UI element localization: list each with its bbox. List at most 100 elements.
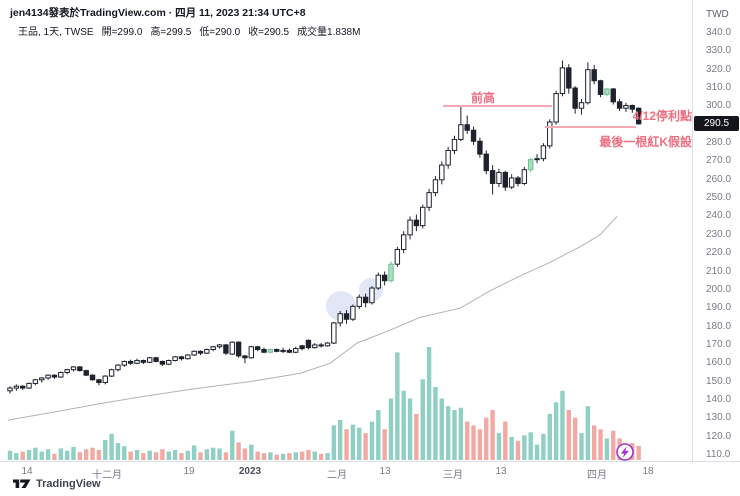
symbol-name: 王品, 1天, TWSE	[18, 27, 94, 38]
volume-bar	[261, 453, 267, 460]
volume-bar	[249, 444, 254, 460]
price-tick-label: 210.0	[706, 266, 732, 277]
volume-bar	[338, 420, 343, 460]
annotation-level-line-2[interactable]	[545, 126, 636, 128]
volume-bar	[191, 445, 197, 460]
volume-bar	[426, 347, 432, 460]
volume-bar	[553, 402, 559, 460]
volume-bar	[71, 446, 76, 460]
volume-bar	[90, 447, 95, 460]
price-tick-label: 160.0	[706, 357, 732, 368]
volume-bar	[420, 379, 425, 460]
volume-readout: 成交量1.838M	[297, 27, 361, 38]
volume-bar	[598, 429, 603, 460]
ohlc-high: 高=299.5	[150, 27, 192, 38]
volume-bar	[153, 452, 159, 460]
volume-bar	[496, 433, 502, 460]
volume-bar	[77, 452, 83, 460]
volume-bar	[350, 424, 356, 460]
volume-bar	[541, 433, 546, 460]
volume-bar	[299, 451, 305, 460]
event-lightning-icon[interactable]	[616, 443, 634, 461]
price-tick-label: 300.0	[706, 100, 732, 111]
volume-bar	[185, 450, 190, 460]
volume-bar	[376, 410, 381, 460]
price-tick-label: 120.0	[706, 431, 732, 442]
price-tick-label: 280.0	[706, 137, 732, 148]
volume-bar	[363, 433, 368, 460]
volume-bar	[141, 453, 146, 460]
tradingview-attribution[interactable]: TradingView	[13, 477, 101, 490]
volume-bar	[369, 421, 375, 460]
volume-bar	[515, 440, 521, 460]
volume-bar	[204, 449, 210, 460]
volume-bar	[452, 410, 457, 460]
volume-bar	[325, 453, 330, 460]
price-badge: 290.5	[694, 116, 739, 131]
annotation-level-line-1[interactable]	[443, 105, 552, 107]
price-axis[interactable]: TWD 290.5 340.0 330.0 320.0 310.0 300.0 280.0…	[692, 0, 740, 461]
volume-bar	[122, 446, 127, 460]
annotation-last-red-k[interactable]: 最後一根紅K假設	[599, 135, 692, 149]
price-tick-label: 170.0	[706, 339, 732, 350]
time-tick-label: 十二月	[92, 470, 122, 481]
time-tick-label: 14	[21, 466, 33, 477]
attribution-line: jen4134發表於TradingView.com · 四月 11, 2023 …	[10, 7, 306, 19]
time-tick-label: 二月	[327, 470, 347, 481]
time-tick-label: 三月	[443, 470, 463, 481]
volume-bar	[147, 450, 152, 460]
volume-bar	[484, 417, 489, 460]
volume-bar	[166, 451, 171, 460]
volume-bar	[509, 436, 514, 460]
volume-bar	[268, 452, 273, 460]
volume-bar	[445, 406, 451, 460]
volume-bar	[179, 453, 184, 460]
volume-bar	[134, 450, 140, 460]
volume-bar	[503, 421, 508, 460]
volume-bar	[433, 386, 438, 460]
annotation-previous-high[interactable]: 前高	[471, 91, 496, 105]
volume-bar	[115, 443, 121, 460]
volume-bar	[592, 425, 597, 460]
price-tick-label: 220.0	[706, 247, 732, 258]
price-tick-label: 110.0	[706, 449, 731, 460]
ohlc-low: 低=290.0	[199, 27, 241, 38]
time-tick-label: 13	[379, 466, 391, 477]
annotation-stop-profit[interactable]: 4/12停利點	[632, 109, 692, 123]
volume-bar	[490, 410, 495, 460]
ohlc-close: 收=290.5	[248, 27, 290, 38]
time-tick-label: 19	[183, 466, 195, 477]
price-tick-label: 270.0	[706, 155, 732, 166]
volume-bar	[382, 429, 387, 460]
volume-bar	[230, 430, 235, 460]
volume-bar	[223, 452, 229, 460]
volume-bar	[64, 450, 70, 460]
volume-bar	[357, 427, 362, 460]
volume-bar	[465, 421, 470, 460]
price-tick-label: 240.0	[706, 210, 732, 221]
volume-bar	[14, 453, 19, 460]
price-tick-label: 330.0	[706, 45, 732, 56]
volume-bar	[331, 425, 337, 460]
volume-bar	[572, 417, 578, 460]
volume-bar	[458, 407, 464, 460]
volume-bar	[20, 451, 25, 460]
time-tick-label: 2023	[238, 466, 262, 477]
volume-bar	[172, 450, 178, 460]
volume-bar	[52, 453, 57, 460]
volume-bar	[39, 451, 44, 460]
volume-bar	[318, 453, 324, 460]
volume-bar	[293, 452, 298, 460]
price-tick-label: 250.0	[706, 192, 732, 203]
volume-bar	[7, 450, 13, 460]
volume-bar	[471, 425, 476, 460]
time-axis[interactable]: 14 十二月 19 2023 二月 13 三月 13 四月 18	[0, 461, 740, 481]
volume-bar	[84, 449, 89, 460]
volume-bar	[528, 432, 533, 460]
volume-bar	[255, 451, 260, 460]
tradingview-logo-icon	[13, 479, 31, 488]
volume-bar	[611, 430, 616, 460]
volume-bar	[242, 448, 248, 460]
